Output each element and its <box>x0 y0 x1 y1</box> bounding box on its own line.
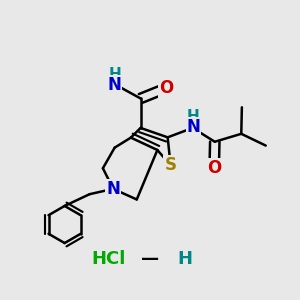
Text: N: N <box>106 180 120 198</box>
Text: H: H <box>108 67 121 82</box>
Text: O: O <box>159 79 173 97</box>
Text: N: N <box>186 118 200 136</box>
Text: HCl: HCl <box>92 250 126 268</box>
Text: N: N <box>108 76 122 94</box>
Text: O: O <box>207 159 221 177</box>
Text: —: — <box>141 250 159 268</box>
Text: H: H <box>187 109 200 124</box>
Text: H: H <box>178 250 193 268</box>
Text: S: S <box>165 156 177 174</box>
